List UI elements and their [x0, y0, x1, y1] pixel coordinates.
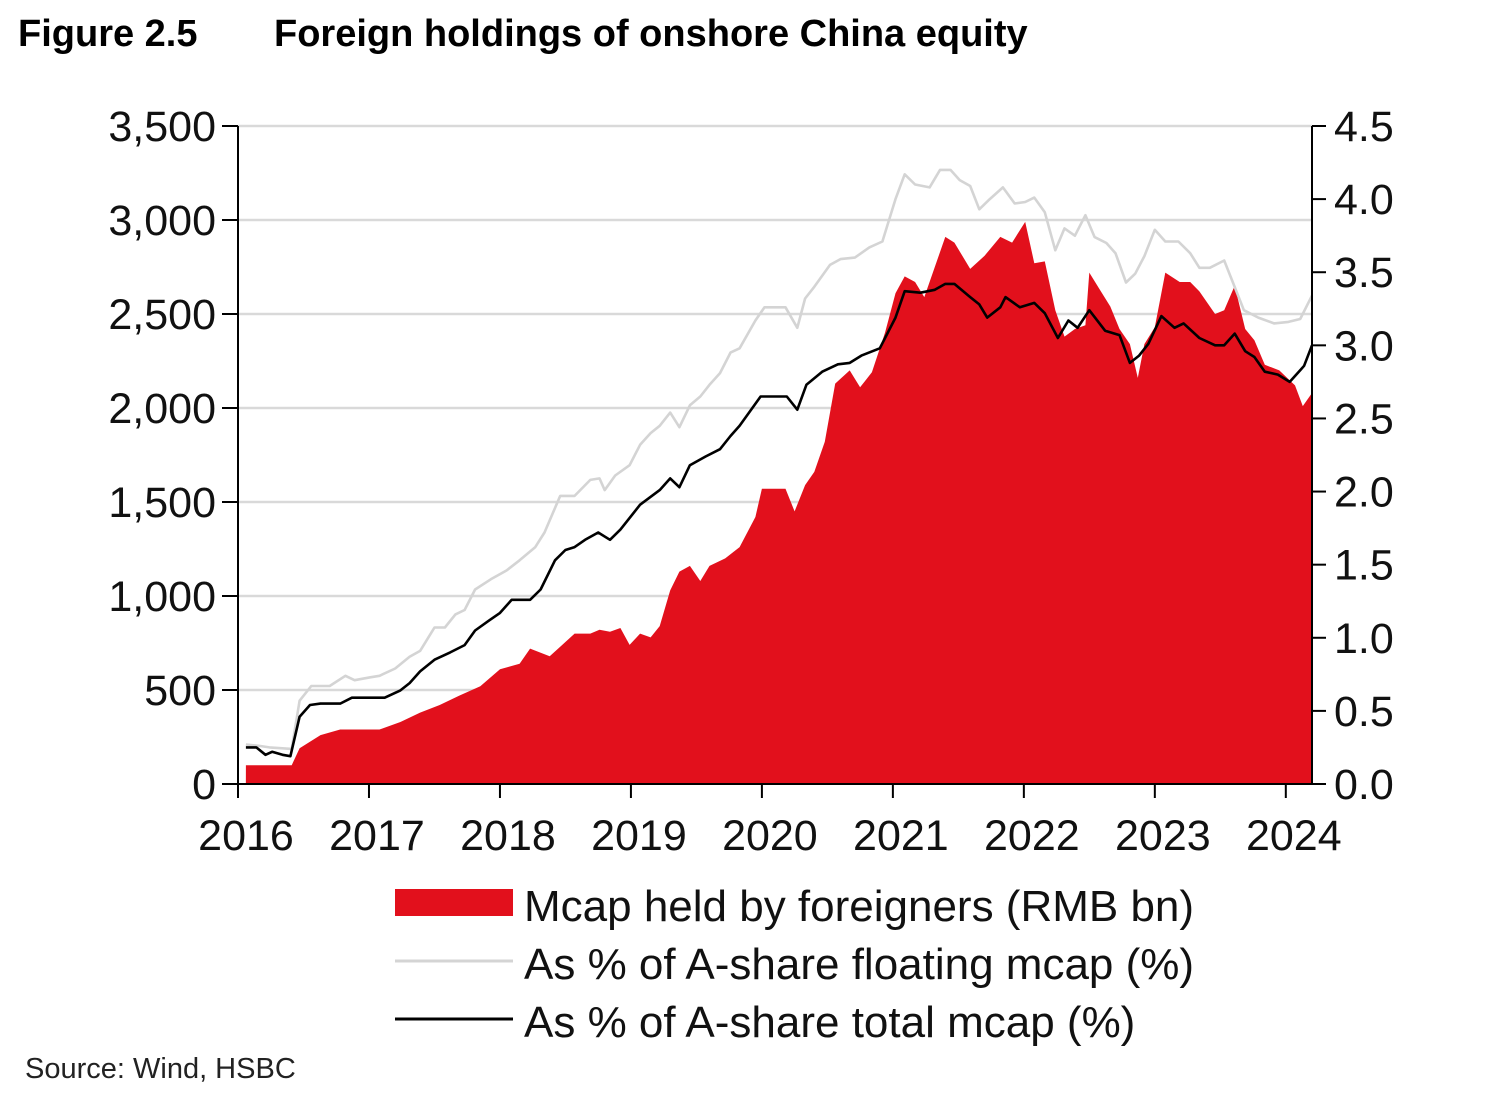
x-axis-tick-label: 2016 [198, 812, 294, 860]
right-axis-tick-label: 1.5 [1334, 542, 1394, 590]
left-axis-tick-label: 1,500 [108, 479, 216, 527]
x-axis-tick-label: 2019 [591, 812, 687, 860]
x-axis-tick-label: 2021 [853, 812, 949, 860]
legend: Mcap held by foreigners (RMB bn) As % of… [395, 882, 1194, 1047]
left-axis-tick-label: 3,500 [108, 103, 216, 151]
left-axis-tick-label: 2,000 [108, 385, 216, 433]
right-axis-tick-label: 0.0 [1334, 761, 1394, 809]
x-axis-tick-label: 2020 [722, 812, 818, 860]
right-axis-tick-label: 1.0 [1334, 615, 1394, 663]
floating-mcap-line [245, 168, 1314, 751]
plot-area [245, 168, 1314, 784]
legend-label-total: As % of A-share total mcap (%) [524, 998, 1135, 1047]
right-axis-tick-label: 3.5 [1334, 249, 1394, 297]
left-axis-tick-label: 2,500 [108, 291, 216, 339]
mcap-area [245, 221, 1313, 784]
left-axis-tick-label: 500 [144, 667, 216, 715]
right-axis-tick-label: 2.5 [1334, 395, 1394, 443]
x-axis-tick-label: 2018 [460, 812, 556, 860]
right-axis-tick-label: 2.0 [1334, 469, 1394, 517]
x-axis-tick-label: 2017 [329, 812, 425, 860]
axes: 0 500 1,000 1,500 2,000 2,500 3,000 3,500 0.0 0.5… [108, 103, 1393, 860]
right-axis-tick-label: 3.0 [1334, 322, 1394, 370]
total-mcap-line [245, 282, 1314, 758]
left-axis-tick-label: 3,000 [108, 197, 216, 245]
legend-swatch-mcap [395, 889, 513, 916]
source-note: Source: Wind, HSBC [25, 1053, 296, 1085]
right-axis-tick-label: 4.0 [1334, 176, 1394, 224]
right-axis-tick-label: 0.5 [1334, 688, 1394, 736]
x-axis-tick-label: 2024 [1246, 812, 1342, 860]
figure-number: Figure 2.5 [18, 13, 198, 55]
x-axis-tick-label: 2023 [1115, 812, 1211, 860]
chart-title: Foreign holdings of onshore China equity [274, 13, 1028, 55]
legend-label-mcap: Mcap held by foreigners (RMB bn) [524, 882, 1194, 931]
left-axis-tick-label: 1,000 [108, 573, 216, 621]
left-axis-tick-label: 0 [192, 761, 216, 809]
x-axis-tick-label: 2022 [984, 812, 1080, 860]
legend-label-floating: As % of A-share floating mcap (%) [524, 940, 1194, 989]
right-axis-tick-label: 4.5 [1334, 103, 1394, 151]
